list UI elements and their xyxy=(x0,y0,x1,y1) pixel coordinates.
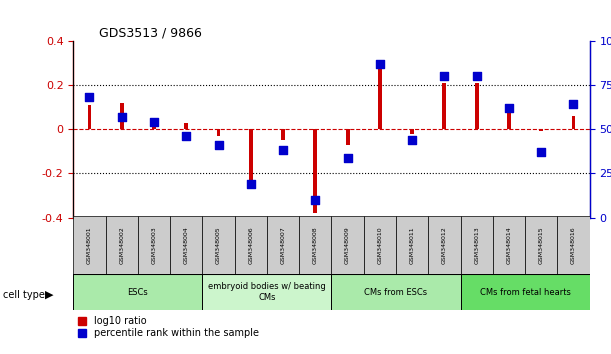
Text: GSM348002: GSM348002 xyxy=(119,226,124,264)
Bar xyxy=(299,216,332,274)
Bar xyxy=(152,122,156,129)
Legend: log10 ratio, percentile rank within the sample: log10 ratio, percentile rank within the … xyxy=(78,316,258,338)
Bar xyxy=(540,129,543,131)
Text: GDS3513 / 9866: GDS3513 / 9866 xyxy=(99,27,202,40)
Text: GSM348006: GSM348006 xyxy=(248,226,254,264)
Bar xyxy=(106,216,138,274)
Point xyxy=(375,61,385,67)
Point xyxy=(343,155,353,160)
Text: ▶: ▶ xyxy=(45,290,53,299)
Text: GSM348015: GSM348015 xyxy=(539,226,544,264)
Point xyxy=(214,142,224,148)
Bar xyxy=(138,216,170,274)
Bar xyxy=(185,122,188,129)
Bar xyxy=(170,216,202,274)
Text: GSM348014: GSM348014 xyxy=(507,226,511,264)
Text: CMs from fetal hearts: CMs from fetal hearts xyxy=(480,287,571,297)
Text: GSM348011: GSM348011 xyxy=(409,226,415,264)
Point xyxy=(117,114,126,120)
Bar xyxy=(428,216,461,274)
Point xyxy=(246,181,255,187)
Bar xyxy=(410,129,414,133)
Bar xyxy=(571,116,576,129)
Bar xyxy=(235,216,267,274)
Point xyxy=(181,133,191,139)
Point xyxy=(536,149,546,155)
Text: GSM348007: GSM348007 xyxy=(280,226,285,264)
Text: GSM348009: GSM348009 xyxy=(345,226,350,264)
Bar xyxy=(73,274,202,310)
Bar xyxy=(346,129,349,145)
Text: GSM348013: GSM348013 xyxy=(474,226,479,264)
Text: ESCs: ESCs xyxy=(128,287,148,297)
Bar xyxy=(493,216,525,274)
Bar xyxy=(396,216,428,274)
Text: GSM348005: GSM348005 xyxy=(216,226,221,264)
Text: GSM348012: GSM348012 xyxy=(442,226,447,264)
Bar xyxy=(267,216,299,274)
Bar xyxy=(364,216,396,274)
Point xyxy=(472,73,481,79)
Point xyxy=(84,95,94,100)
Bar xyxy=(507,109,511,129)
Bar xyxy=(461,216,493,274)
Point xyxy=(149,119,159,125)
Bar xyxy=(557,216,590,274)
Point xyxy=(439,73,449,79)
Bar xyxy=(202,274,332,310)
Bar xyxy=(461,274,590,310)
Point xyxy=(408,137,417,143)
Point xyxy=(504,105,514,111)
Text: GSM348008: GSM348008 xyxy=(313,226,318,264)
Bar xyxy=(442,83,447,129)
Bar xyxy=(281,129,285,140)
Point xyxy=(278,148,288,153)
Text: embryoid bodies w/ beating
CMs: embryoid bodies w/ beating CMs xyxy=(208,282,326,302)
Text: cell type: cell type xyxy=(3,290,45,299)
Bar xyxy=(202,216,235,274)
Text: GSM348001: GSM348001 xyxy=(87,226,92,264)
Text: GSM348016: GSM348016 xyxy=(571,226,576,264)
Bar xyxy=(249,129,253,189)
Text: GSM348010: GSM348010 xyxy=(378,226,382,264)
Bar xyxy=(525,216,557,274)
Bar xyxy=(475,83,478,129)
Text: CMs from ESCs: CMs from ESCs xyxy=(364,287,428,297)
Point xyxy=(569,102,579,107)
Bar xyxy=(378,61,382,129)
Text: GSM348003: GSM348003 xyxy=(152,226,156,264)
Bar xyxy=(332,216,364,274)
Bar xyxy=(216,129,221,136)
Bar xyxy=(313,129,317,213)
Text: GSM348004: GSM348004 xyxy=(184,226,189,264)
Bar xyxy=(332,274,461,310)
Bar xyxy=(73,216,106,274)
Point xyxy=(310,197,320,203)
Bar xyxy=(120,103,123,129)
Bar xyxy=(87,105,92,129)
